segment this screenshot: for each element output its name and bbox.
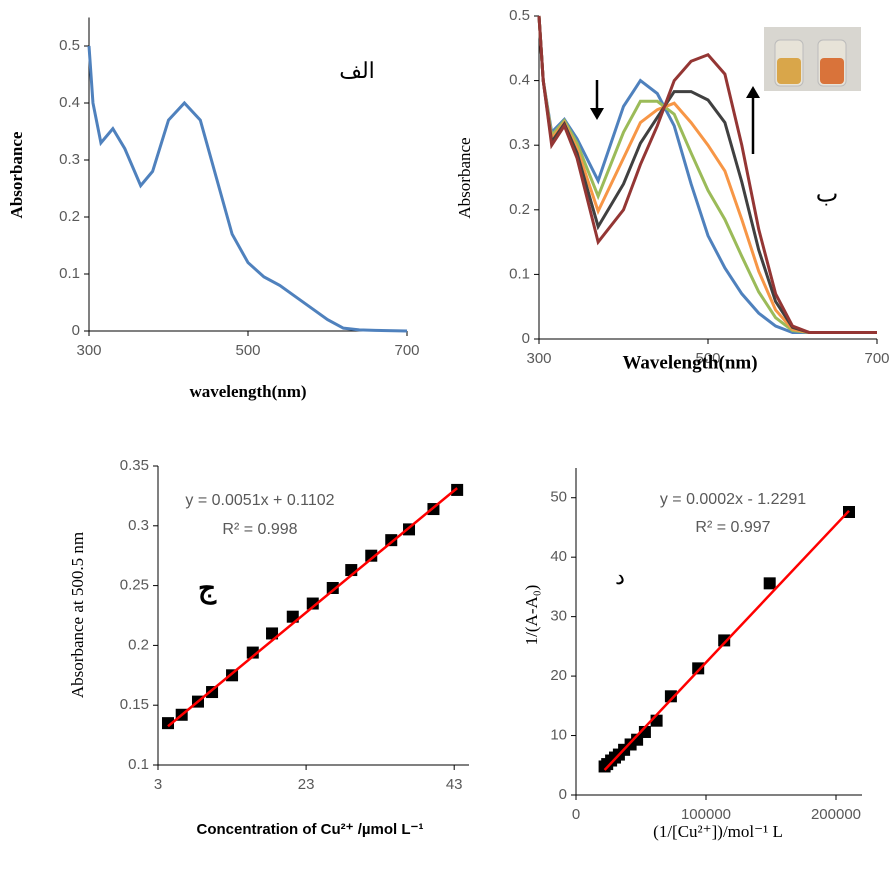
x-tick-label: 500 [695,350,720,367]
y-tick-label: 0.3 [128,517,149,534]
data-point [664,690,677,703]
x-axis-label: (1/[Cu²⁺])/mol⁻¹ L [653,822,783,841]
x-tick-label: 43 [446,776,463,793]
y-tick-label: 40 [550,548,567,565]
spectrum-line [87,45,408,333]
data-point [266,627,279,640]
y-axis-label: Absorbance at 500.5 nm [68,532,87,698]
y-tick-label: 0.4 [509,72,530,89]
data-point [451,483,464,496]
y-tick-label: 0.25 [120,577,149,594]
y-tick-label: 0.35 [120,457,149,474]
spectrum-line [537,15,877,335]
data-point [326,581,339,594]
x-axis-label: Wavelength(nm) [622,352,757,373]
annotation: R² = 0.998 [222,521,297,538]
x-tick-label: 3 [154,776,162,793]
y-axis-label: Absorbance [455,137,474,218]
y-tick-label: 0.2 [128,636,149,653]
y-tick-label: 0.5 [509,7,530,24]
x-tick-label: 200000 [811,806,861,823]
y-axis-label: Absorbance [7,131,26,218]
x-axis-label: wavelength(nm) [189,382,306,401]
x-tick-label: 700 [394,342,419,359]
y-tick-label: 0.2 [509,201,530,218]
y-tick-label: 0.3 [509,136,530,153]
data-point [385,534,398,547]
y-tick-label: 0.5 [59,37,80,54]
annotation: الف [339,59,375,84]
arrow-down [590,80,604,120]
fit-line [603,509,850,771]
annotation: ج [198,572,217,606]
inset-photo [764,27,861,91]
y-tick-label: 0.4 [59,94,80,111]
y-axis-label: 1/(A-A₀) [522,585,541,646]
arrow-up [746,86,760,154]
y-tick-label: 0.1 [128,756,149,773]
y-tick-label: 0.3 [59,151,80,168]
data-point [365,549,378,562]
annotation: y = 0.0051x + 0.1102 [185,492,334,509]
x-tick-label: 300 [526,350,551,367]
data-point [763,577,776,590]
data-point [718,634,731,647]
y-tick-label: 0.1 [59,265,80,282]
y-tick-label: 50 [550,489,567,506]
y-tick-label: 0.15 [120,696,149,713]
x-tick-label: 100000 [681,806,731,823]
y-tick-label: 0 [522,330,530,347]
annotation: ب [816,180,839,208]
data-point [306,597,319,610]
y-tick-label: 0 [72,322,80,339]
x-tick-label: 0 [572,806,580,823]
y-tick-label: 10 [550,727,567,744]
x-tick-label: 300 [76,342,101,359]
x-tick-label: 700 [864,350,889,367]
data-point [692,662,705,675]
x-tick-label: 23 [298,776,315,793]
x-axis-label: Concentration of Cu²⁺ /µmol L⁻¹ [197,821,424,838]
y-tick-label: 30 [550,608,567,625]
y-tick-label: 0.2 [59,208,80,225]
annotation: د [615,565,625,590]
annotation: y = 0.0002x - 1.2291 [660,491,806,508]
y-tick-label: 20 [550,667,567,684]
x-tick-label: 500 [235,342,260,359]
y-tick-label: 0 [559,786,567,803]
y-tick-label: 0.1 [509,265,530,282]
annotation: R² = 0.997 [695,519,770,536]
data-point [161,717,174,730]
fit-line [167,487,458,728]
